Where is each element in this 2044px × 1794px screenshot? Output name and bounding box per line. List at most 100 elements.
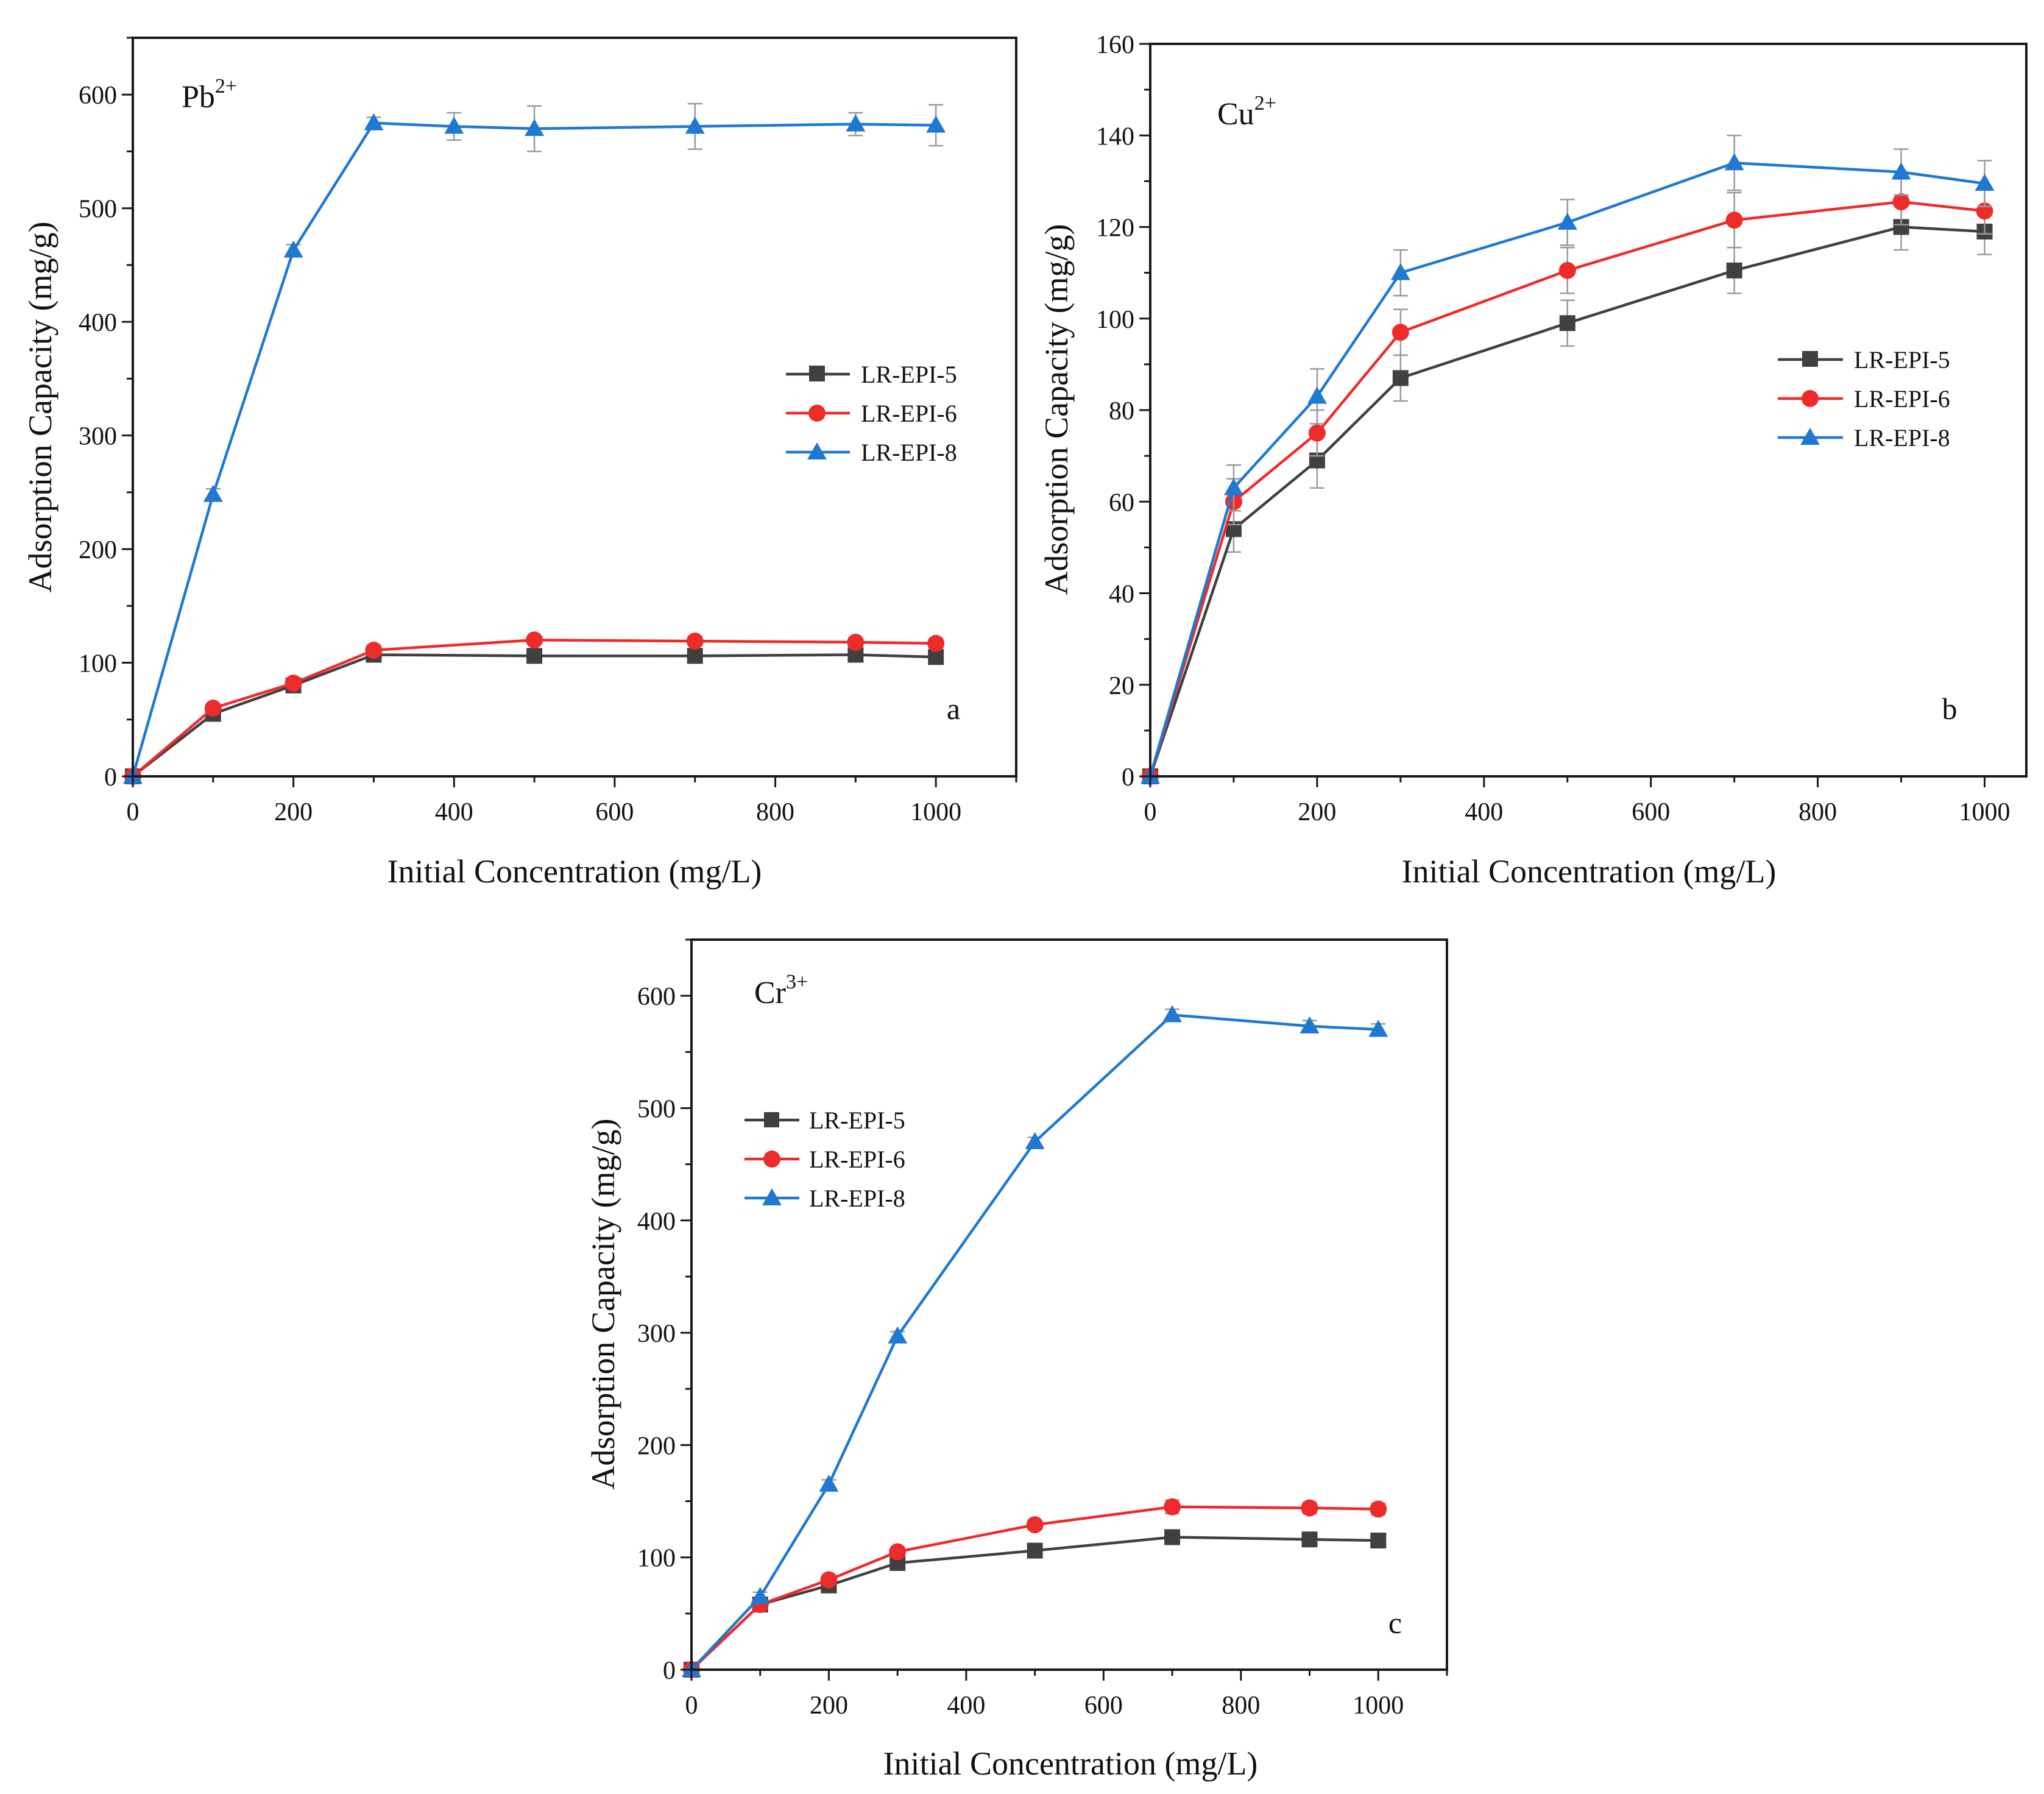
data-point-triangle — [1557, 212, 1577, 230]
y-tick-label: 160 — [1096, 31, 1134, 59]
panel-a-series — [123, 102, 946, 785]
data-point-circle — [1725, 211, 1743, 229]
legend-item: LR-EPI-8 — [1778, 424, 1950, 452]
y-tick-label: 100 — [637, 1545, 676, 1573]
y-tick-label: 60 — [1109, 489, 1134, 517]
legend-item: LR-EPI-8 — [744, 1185, 905, 1212]
x-tick-label: 200 — [1298, 798, 1336, 826]
data-point-triangle — [750, 1587, 770, 1604]
y-tick-label: 500 — [79, 196, 117, 224]
data-point-triangle — [1025, 1132, 1045, 1149]
series-line — [1148, 225, 1985, 777]
panel-c-series — [682, 1005, 1388, 1678]
y-tick-label: 100 — [79, 650, 117, 678]
legend-label: LR-EPI-6 — [861, 400, 957, 427]
y-tick-label: 20 — [1109, 672, 1134, 700]
series-lr-epi-6 — [1142, 178, 1993, 785]
data-point-circle — [820, 1571, 838, 1589]
data-point-triangle — [846, 114, 866, 132]
panel-b-legend: LR-EPI-5 LR-EPI-6 LR-EPI-8 — [1778, 346, 1950, 452]
data-point-square — [687, 648, 703, 664]
panel-b-x-axis-label: Initial Concentration (mg/L) — [1402, 853, 1777, 890]
legend-triangle-marker — [1800, 428, 1820, 445]
y-tick-label: 100 — [1096, 306, 1134, 334]
legend-label: LR-EPI-8 — [1854, 424, 1950, 452]
legend-square-marker — [1802, 351, 1818, 367]
panel-b-series — [1140, 135, 1995, 785]
panel-c-y-axis-label: Adsorption Capacity (mg/g) — [585, 1119, 621, 1490]
panel-c-plot-frame — [690, 938, 1448, 1671]
panel-b-cu: 0 200 400 600 800 1000 0 20 40 60 80 100 120 140 160 C… — [1038, 31, 2028, 890]
legend-square-marker — [764, 1112, 779, 1127]
panel-a-letter: a — [947, 692, 960, 726]
y-tick-label: 400 — [79, 309, 117, 337]
panel-a-legend: LR-EPI-5 LR-EPI-6 LR-EPI-8 — [786, 361, 957, 466]
y-tick-label: 140 — [1096, 122, 1134, 151]
y-tick-label: 200 — [79, 536, 117, 564]
data-point-triangle — [1390, 263, 1410, 280]
data-point-triangle — [1223, 478, 1243, 495]
data-point-square — [1726, 262, 1742, 278]
x-tick-label: 0 — [1144, 798, 1157, 826]
legend-label: LR-EPI-8 — [861, 439, 957, 466]
legend-circle-marker — [808, 405, 826, 422]
series-lr-epi-5 — [125, 647, 944, 784]
data-point-circle — [285, 675, 302, 692]
data-point-circle — [1392, 324, 1409, 341]
y-tick-label: 120 — [1096, 214, 1134, 243]
data-point-triangle — [364, 113, 384, 130]
panel-c-cr: 0 200 400 600 800 1000 0 100 200 300 400 500 600 Cr3… — [585, 938, 1448, 1782]
series-line — [132, 638, 936, 778]
data-point-triangle — [1891, 162, 1911, 180]
x-tick-label: 600 — [1084, 1692, 1123, 1720]
data-point-square — [1164, 1529, 1181, 1545]
legend-item: LR-EPI-8 — [786, 439, 957, 466]
data-point-triangle — [685, 116, 705, 134]
legend-label: LR-EPI-5 — [809, 1107, 905, 1134]
data-point-circle — [1301, 1499, 1318, 1517]
panel-b-ion-label: Cu2+ — [1217, 92, 1276, 132]
legend-circle-marker — [763, 1150, 780, 1168]
x-tick-label: 600 — [1632, 798, 1670, 826]
panel-b-y-axis-label: Adsorption Capacity (mg/g) — [1038, 224, 1075, 595]
legend-label: LR-EPI-6 — [809, 1146, 905, 1173]
panel-a-y-axis-label: Adsorption Capacity (mg/g) — [22, 222, 58, 593]
legend-square-marker — [809, 366, 825, 381]
data-point-triangle — [1300, 1016, 1320, 1034]
data-point-circle — [1026, 1516, 1044, 1534]
data-point-triangle — [1307, 386, 1327, 404]
data-point-triangle — [1975, 174, 1995, 191]
x-tick-label: 1000 — [1959, 798, 2010, 826]
data-point-circle — [889, 1543, 907, 1561]
data-point-circle — [1308, 424, 1326, 442]
series-lr-epi-8 — [1140, 135, 1995, 784]
x-tick-label: 200 — [274, 798, 313, 826]
x-tick-label: 400 — [435, 798, 473, 826]
data-point-triangle — [1724, 153, 1744, 171]
legend-item: LR-EPI-5 — [744, 1107, 905, 1134]
panel-a-pb: 0 200 400 600 800 1000 0 100 200 300 400 500 600 Pb2… — [22, 37, 1017, 890]
x-tick-label: 0 — [127, 798, 140, 826]
series-line — [1148, 200, 1985, 777]
y-tick-label: 40 — [1109, 581, 1134, 609]
data-point-square — [1301, 1531, 1318, 1548]
x-tick-label: 1000 — [910, 798, 961, 826]
data-point-square — [526, 648, 543, 664]
legend-circle-marker — [1802, 390, 1819, 407]
data-point-triangle — [819, 1474, 839, 1492]
data-point-circle — [847, 633, 865, 651]
series-line — [1148, 161, 1985, 777]
series-line — [690, 1013, 1379, 1671]
x-tick-label: 800 — [756, 798, 794, 826]
x-tick-label: 800 — [1222, 1692, 1260, 1720]
data-point-circle — [686, 633, 704, 650]
data-point-triangle — [444, 116, 464, 134]
legend-item: LR-EPI-6 — [786, 400, 957, 427]
series-lr-epi-8 — [682, 1005, 1388, 1677]
panel-a-axes: 0 200 400 600 800 1000 0 100 200 300 400 500 600 — [79, 37, 1017, 826]
data-point-triangle — [926, 115, 946, 133]
data-point-square — [1027, 1542, 1043, 1559]
data-point-triangle — [1368, 1019, 1388, 1037]
x-tick-label: 200 — [810, 1692, 848, 1720]
